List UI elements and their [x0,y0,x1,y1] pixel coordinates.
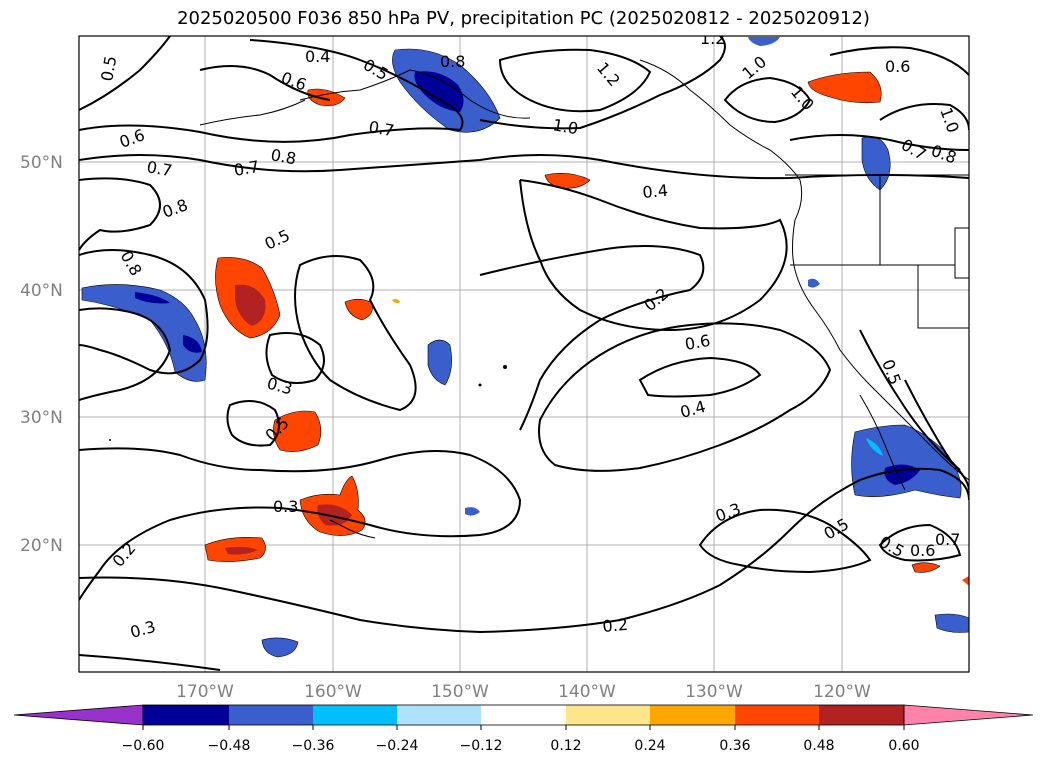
colorbar-tick-label: −0.36 [292,738,335,754]
contour-label: 0.4 [642,181,669,202]
colorbar-min-extend [13,704,144,726]
contour-label: 1.2 [593,58,624,90]
contour-label: 0.2 [109,539,140,571]
gridlines [79,36,969,672]
contour-label: 0.2 [602,615,629,636]
contour-label: 1.2 [700,29,725,48]
pv-contours [79,36,969,671]
colorbar-segment [143,705,229,725]
colorbar-max-extend [903,704,1034,726]
contour-label: 0.5 [97,54,120,82]
contour-label: 0.7 [145,157,173,180]
contour-label: 0.5 [821,514,853,543]
colorbar-tick-label: 0.24 [634,738,665,754]
contour-label: 0.3 [273,497,298,516]
map-frame [78,35,970,673]
lat-label: 30°N [20,408,63,428]
colorbar-tick-labels: −0.60 −0.48 −0.36 −0.24 −0.12 0.12 0.24 … [122,738,920,754]
colorbar-tick-label: 0.60 [888,738,919,754]
precipitation-shading [81,37,969,658]
colorbar-tick-label: −0.12 [460,738,503,754]
colorbar-segment [481,705,566,725]
contour-label: 0.6 [117,125,147,152]
lon-label: 130°W [685,682,743,702]
colorbar-segment [819,705,904,725]
contour-label: 0.8 [440,52,465,71]
contour-label: 0.4 [305,47,330,66]
contour-label: 1.0 [936,105,963,135]
map-area: 0.5 0.4 0.5 0.8 1.2 1.2 1.0 1.0 0.6 1.0 … [79,29,969,672]
contour-label: 0.8 [269,145,297,168]
colorbar-ticks [142,725,905,730]
contour-label: 0.3 [128,617,158,642]
colorbar-tick-label: 0.48 [803,738,834,754]
contour-label: 0.8 [160,195,190,222]
colorbar-tick-label: −0.60 [122,738,165,754]
lon-label: 170°W [176,682,234,702]
colorbar-segment [735,705,819,725]
contour-label: 0.2 [640,284,672,315]
colorbar-segment [313,705,397,725]
latitude-labels: 50°N 40°N 30°N 20°N [20,153,63,556]
colorbar-tick-label: 0.36 [719,738,750,754]
contour-label: 0.6 [885,57,910,76]
contour-label: 0.7 [367,117,395,140]
contour-label: 0.5 [262,226,293,254]
contour-label: 0.4 [678,397,708,422]
colorbar-tick-label: −0.48 [208,738,251,754]
contour-label: 0.7 [935,530,960,549]
lat-label: 50°N [20,153,63,173]
lat-label: 40°N [20,281,63,301]
contour-label: 0.6 [279,68,309,95]
colorbar-segment [397,705,481,725]
lon-label: 120°W [813,682,871,702]
contour-label: 0.5 [876,532,908,561]
contour-label: 0.3 [265,374,295,399]
colorbar-tick-label: 0.12 [550,738,581,754]
coastlines [109,59,969,539]
lon-label: 150°W [431,682,489,702]
lat-label: 20°N [20,536,63,556]
lon-label: 160°W [304,682,362,702]
contour-label: 0.8 [929,141,959,168]
longitude-labels: 170°W 160°W 150°W 140°W 130°W 120°W [176,682,871,702]
contour-label: 0.3 [713,499,743,526]
colorbar-segment [566,705,650,725]
contour-label: 0.6 [683,331,711,354]
contour-label: 1.0 [551,115,579,138]
colorbar-segment [229,705,313,725]
lon-label: 140°W [558,682,616,702]
map-title: 2025020500 F036 850 hPa PV, precipitatio… [177,8,870,29]
colorbar: −0.60 −0.48 −0.36 −0.24 −0.12 0.12 0.24 … [13,704,1034,754]
colorbar-tick-label: −0.24 [376,738,419,754]
contour-label: 0.5 [878,357,905,387]
colorbar-segment [650,705,735,725]
contour-label: 0.7 [232,157,260,180]
contour-label: 0.7 [898,135,930,164]
contour-label: 0.6 [910,541,935,560]
